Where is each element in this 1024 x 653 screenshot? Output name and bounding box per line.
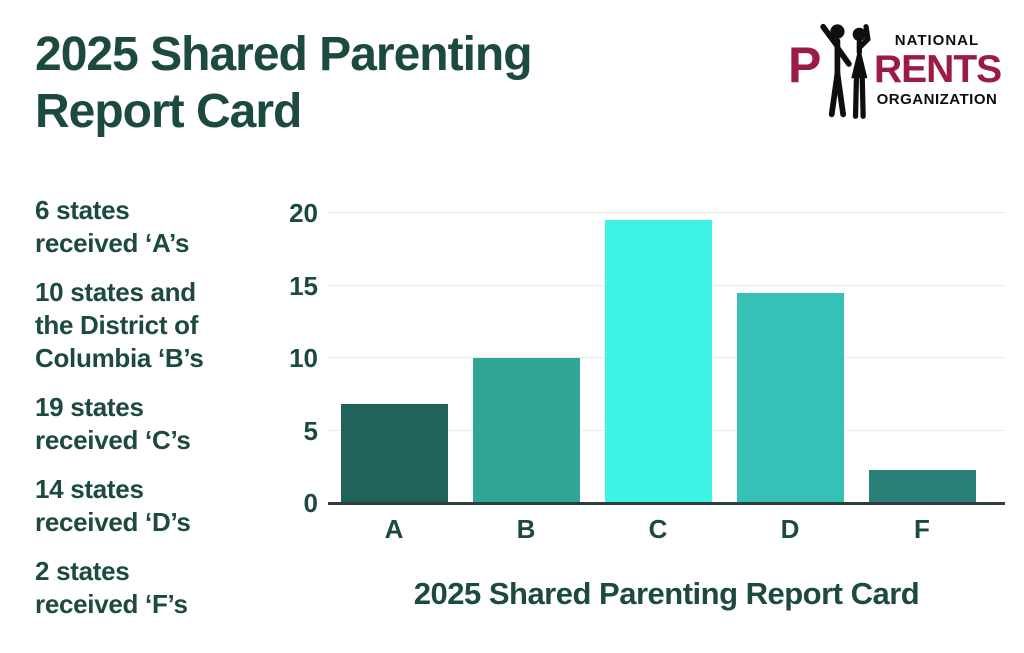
bar-grade-d [736, 292, 844, 503]
bar-grade-c [604, 220, 712, 503]
x-tick-label-f: F [914, 514, 930, 544]
stat-c-grades: 19 states received ‘C’s [35, 392, 191, 455]
two-parents-silhouette-icon [820, 23, 871, 119]
x-axis-line [328, 502, 1005, 505]
stat-b-grades: 10 states and the District of Columbia ‘… [35, 277, 204, 373]
x-tick-label-b: B [516, 514, 536, 544]
logo-rents-text: RENTS [874, 48, 1002, 91]
bar-grade-b [472, 358, 580, 503]
bar-slot-c [592, 213, 724, 503]
logo-national-text: NATIONAL [894, 32, 980, 49]
bar-grade-f [868, 469, 976, 503]
stat-d-grades: 14 states received ‘D’s [35, 474, 191, 537]
plot-area [328, 212, 1005, 503]
chart-caption: 2025 Shared Parenting Report Card [413, 576, 920, 611]
gridline [328, 212, 1005, 213]
x-tick-label-a: A [384, 514, 404, 544]
bar-slot-b [460, 213, 592, 503]
y-tick-label: 5 [303, 415, 318, 446]
bar-grade-a [340, 404, 448, 503]
y-tick-label: 10 [289, 343, 318, 373]
y-tick-label: 20 [289, 198, 318, 228]
bar-slot-f [856, 213, 988, 503]
bar-series [328, 213, 988, 503]
x-tick-label-c: C [648, 514, 668, 544]
national-parents-organization-logo: P NATIONAL RENTS ORGANIZATION [788, 14, 1004, 124]
stat-f-grades: 2 states received ‘F’s [35, 556, 188, 619]
stat-a-grades: 6 states received ‘A’s [35, 195, 190, 258]
y-tick-label: 0 [303, 488, 318, 518]
page-title: 2025 Shared Parenting Report Card [35, 28, 533, 138]
logo-letter-p: P [788, 37, 822, 93]
x-tick-label-d: D [780, 514, 800, 544]
logo-wordmark: NATIONAL RENTS ORGANIZATION [874, 32, 1002, 108]
y-axis: 0 5 10 15 20 [270, 200, 318, 516]
summary-stats-list: 6 states received ‘A’s 10 states and the… [35, 194, 285, 637]
bar-slot-a [328, 213, 460, 503]
bar-slot-d [724, 213, 856, 503]
logo-organization-text: ORGANIZATION [876, 91, 998, 108]
y-tick-label: 15 [289, 270, 318, 301]
